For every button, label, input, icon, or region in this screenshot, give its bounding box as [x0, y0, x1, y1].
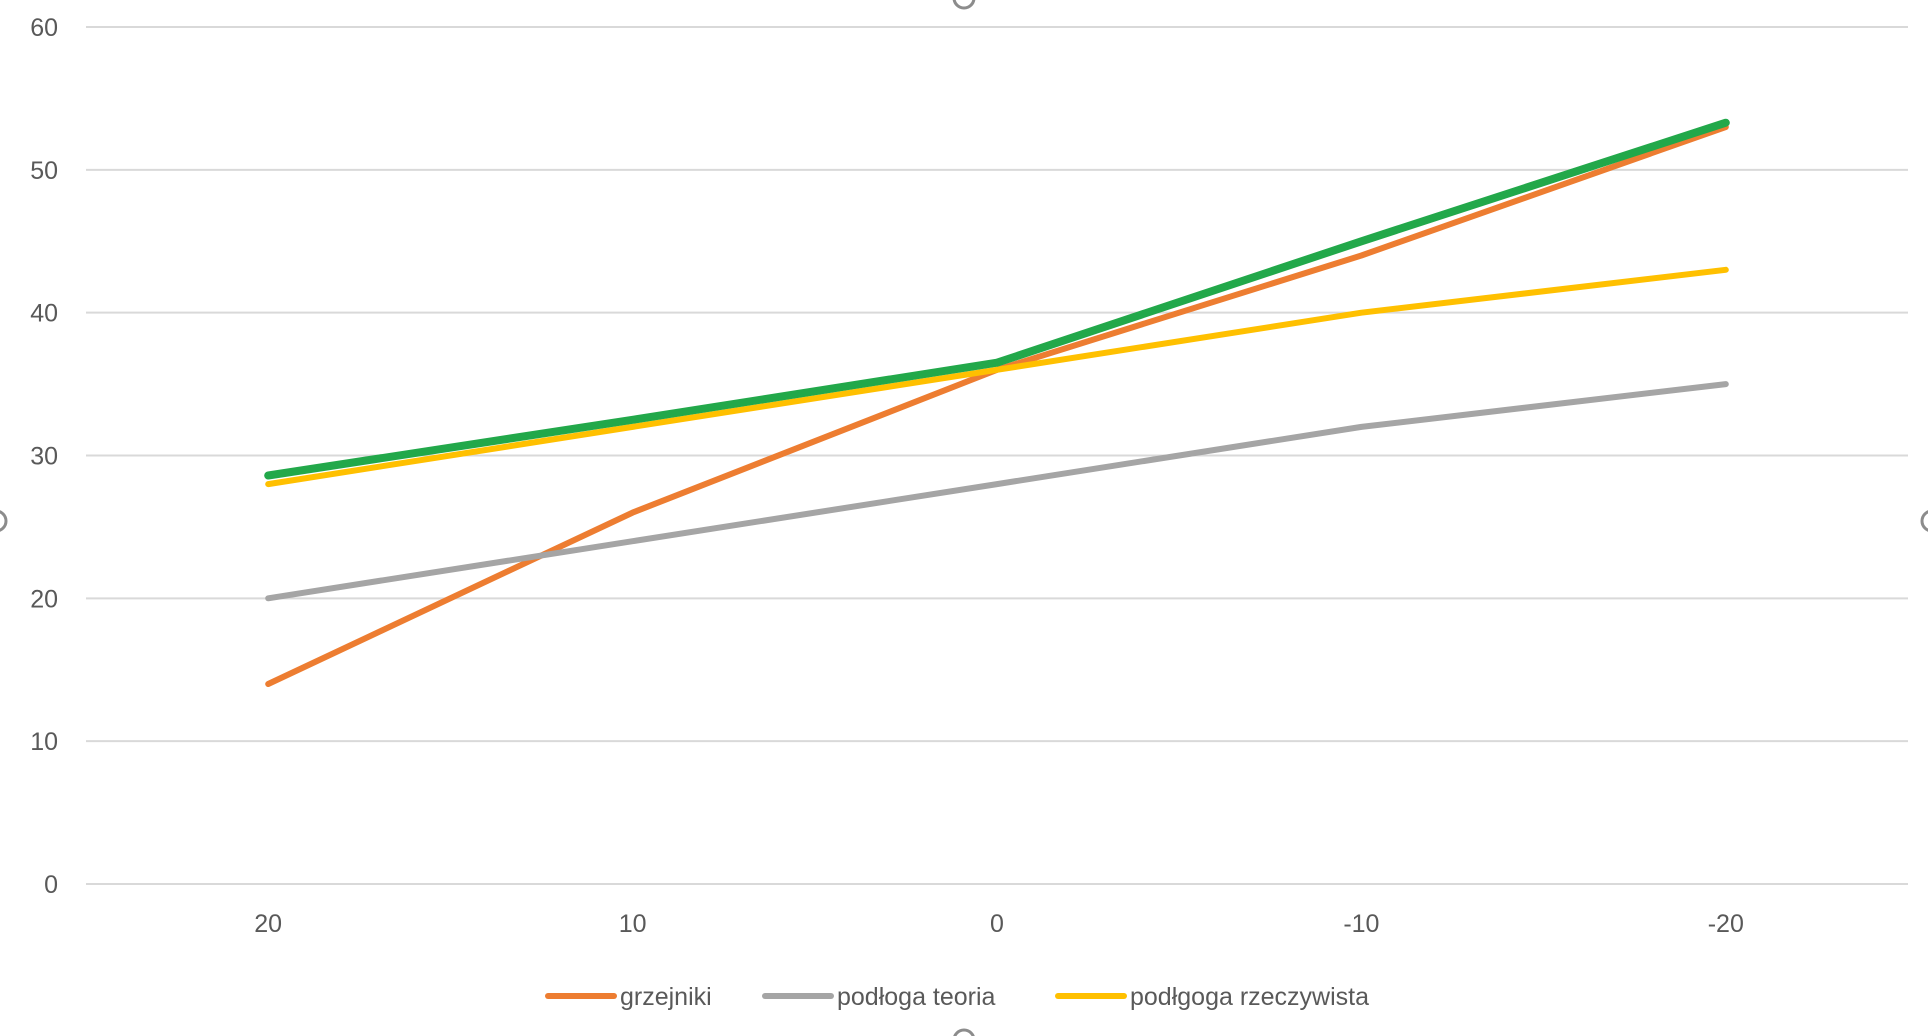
resize-handle-top[interactable] [952, 0, 976, 10]
legend: grzejniki podłoga teoria podłgoga rzeczywi… [545, 983, 1369, 1011]
y-tick-label: 30 [30, 443, 58, 471]
resize-handle-bottom[interactable] [953, 1028, 975, 1036]
y-tick-label: 60 [30, 14, 58, 42]
y-tick-label: 20 [30, 585, 58, 613]
resize-handle-right[interactable] [1920, 510, 1928, 532]
y-axis-ticks: 0 10 20 30 40 50 60 [30, 14, 58, 899]
legend-label: podłoga teoria [837, 983, 996, 1011]
x-tick-label: -10 [1343, 910, 1379, 938]
y-tick-label: 10 [30, 728, 58, 756]
y-tick-label: 40 [30, 300, 58, 328]
x-tick-label: 0 [990, 910, 1004, 938]
x-tick-label: 20 [254, 910, 282, 938]
series-line-unlabeled [264, 118, 1730, 480]
y-tick-label: 0 [44, 871, 58, 899]
series-line-grzejniki [265, 124, 1729, 687]
legend-label: grzejniki [620, 983, 712, 1011]
resize-handle-left[interactable] [0, 510, 8, 532]
legend-label: podłgoga rzeczywista [1130, 983, 1369, 1011]
y-tick-label: 50 [30, 157, 58, 185]
x-axis-ticks: 20 10 0 -10 -20 [254, 910, 1744, 938]
series-line-podłgoga-rzeczywista [265, 266, 1729, 488]
x-tick-label: -20 [1708, 910, 1744, 938]
x-tick-label: 10 [619, 910, 647, 938]
series-line-podłoga-teoria [265, 381, 1729, 602]
series-lines [264, 118, 1730, 687]
